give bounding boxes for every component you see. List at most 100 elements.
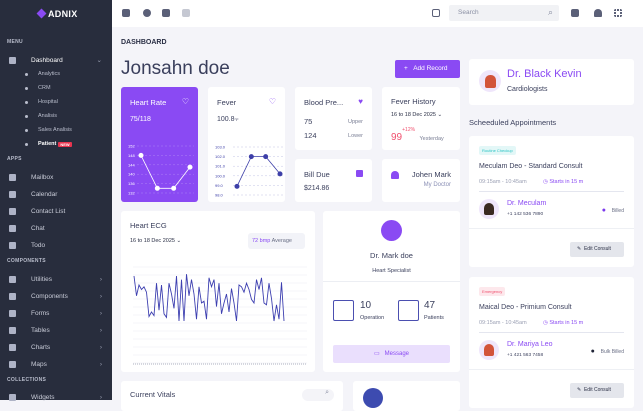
sidebar-item-tables[interactable]: Tables ›	[9, 324, 102, 336]
patients-label: Patients	[424, 315, 444, 321]
doctor-name[interactable]: Dr. Mariya Leo	[507, 341, 553, 348]
profile-card	[353, 381, 460, 411]
edit-consult-button[interactable]: ✎ Edit Consult	[570, 383, 624, 398]
sidebar-item-mail[interactable]: Mailbox	[9, 171, 102, 183]
menu-toggle-icon[interactable]	[122, 9, 130, 17]
divider	[469, 228, 634, 229]
fever-chart: 103.0 102.0 101.0 100.0 99.0 98.0	[215, 145, 284, 198]
page-title: Jonsahn doe	[121, 58, 230, 79]
sidebar-subitem[interactable]: Sales Analisis	[25, 127, 72, 133]
add-record-button[interactable]: + Add Record	[395, 60, 460, 78]
appointment-card: Routine Checkup Meculam Deo - Standard C…	[469, 136, 634, 267]
upper-label: Upper	[348, 119, 363, 125]
chevron-right-icon: ›	[99, 343, 102, 351]
search-icon[interactable]: ⌕	[302, 389, 334, 401]
doctor-name: Dr. Mark doe	[370, 251, 413, 260]
sidebar-item-forms[interactable]: Forms ›	[9, 307, 102, 319]
dashboard-icon	[9, 56, 16, 64]
data-point	[277, 171, 283, 177]
section-menu: MENU	[7, 39, 23, 45]
my-doctor-card: Johen Mark My Doctor	[382, 159, 460, 202]
breadcrumb: DASHBOARD	[121, 39, 167, 46]
sidebar-item-components[interactable]: Components ›	[9, 290, 102, 302]
y-tick-label: 99.0	[215, 183, 224, 188]
topbar: Search ⌕	[112, 0, 643, 27]
appointment-title: Meculam Deo - Standard Consult	[479, 163, 583, 170]
clipboard-icon[interactable]	[182, 9, 190, 17]
heart-icon[interactable]: ♡	[181, 97, 189, 106]
doctor-role: Cardiologists	[507, 86, 548, 93]
sidebar-item-todo[interactable]: Todo	[9, 239, 102, 251]
sidebar-subitem[interactable]: CRM	[25, 85, 51, 91]
fever-history-card: Fever History 16 to 18 Dec 2025 ⌄ 99+12%…	[382, 87, 460, 150]
date-dropdown[interactable]: 16 to 18 Dec 2025 ⌄	[391, 112, 443, 118]
message-button[interactable]: ▭ Message	[333, 345, 450, 363]
widgets-icon	[9, 393, 16, 401]
chat-icon[interactable]	[143, 9, 151, 17]
card-title: Blood Pre...	[304, 98, 344, 107]
flag-icon[interactable]	[162, 9, 170, 17]
data-point	[187, 164, 193, 170]
chevron-down-icon: ⌄	[96, 57, 102, 64]
fever-value: 100.8	[217, 116, 235, 123]
y-tick-label: 136	[128, 181, 135, 186]
fever-history-value: 99	[391, 132, 403, 143]
series-line	[140, 155, 191, 189]
sidebar-item-dashboard[interactable]: Dashboard ⌄	[9, 54, 102, 66]
section-components: COMPONENTS	[7, 258, 46, 264]
upper-value: 75	[304, 117, 313, 126]
logo-icon	[36, 8, 47, 19]
y-tick-label: 98.0	[215, 193, 224, 198]
sidebar-item-widgets[interactable]: Widgets ›	[9, 391, 102, 403]
sidebar-item-calendar[interactable]: Calendar	[9, 188, 102, 200]
billing-status: Billed	[611, 208, 624, 214]
search-icon[interactable]: ⌕	[547, 7, 553, 17]
bullet-icon	[25, 86, 28, 90]
sidebar-item-contact[interactable]: Contact List	[9, 205, 102, 217]
logo[interactable]: ADNIX	[36, 8, 78, 19]
y-tick-label: 152	[128, 144, 135, 149]
heart-rate-card: Heart Rate ♡ 75/118 152 148 144 140 136 132	[121, 87, 198, 202]
card-title: Bill Due	[304, 170, 330, 179]
date-dropdown[interactable]: 16 to 18 Dec 2025 ⌄	[130, 238, 182, 244]
search-input[interactable]: Search ⌕	[449, 5, 559, 21]
fullscreen-icon[interactable]	[432, 9, 440, 17]
heart-icon[interactable]: ♡	[268, 97, 276, 106]
bullet-icon	[25, 114, 28, 118]
sidebar-item-maps[interactable]: Maps ›	[9, 358, 102, 370]
y-tick-label: 148	[128, 153, 135, 158]
sidebar-subitem[interactable]: Patient NEW	[25, 141, 72, 147]
edit-consult-button[interactable]: ✎ Edit Consult	[570, 242, 624, 257]
sidebar-subitem[interactable]: Analisis	[25, 113, 57, 119]
status-dot-icon: ●	[590, 348, 601, 355]
card-title: Heart Rate	[130, 98, 167, 107]
bell-icon[interactable]	[571, 9, 579, 17]
doctor-role: Heart Specialist	[372, 268, 411, 274]
sidebar-subitem[interactable]: Analytics	[25, 71, 60, 77]
sidebar-item-chat[interactable]: Chat	[9, 222, 102, 234]
data-point	[248, 154, 254, 160]
data-point	[138, 152, 144, 158]
charts-icon	[9, 343, 16, 351]
user-icon[interactable]	[594, 9, 602, 17]
card-title: Fever	[217, 98, 237, 107]
sidebar-subitem[interactable]: Hospital	[25, 99, 58, 105]
calendar-icon	[9, 190, 16, 198]
doctor-name[interactable]: Dr. Black Kevin	[507, 68, 582, 80]
heart-pulse-icon: ♥	[358, 97, 363, 106]
operations-label: Operation	[360, 315, 385, 321]
sidebar-item-utilities[interactable]: Utilities ›	[9, 273, 102, 285]
appointments-title: Scheeduled Appointments	[469, 118, 557, 127]
avg-label: Average	[271, 238, 292, 244]
bullet-icon	[25, 128, 28, 132]
apps-grid-icon[interactable]	[614, 9, 622, 17]
components-icon	[9, 292, 16, 300]
sidebar-item-charts[interactable]: Charts ›	[9, 341, 102, 353]
chat-icon	[9, 224, 16, 232]
divider	[479, 332, 624, 333]
dr-black-card: Dr. Black Kevin Cardiologists	[469, 59, 634, 105]
lower-label: Lower	[348, 133, 363, 139]
doctor-name[interactable]: Dr. Meculam	[507, 200, 547, 207]
y-tick-label: 103.0	[215, 145, 226, 150]
chevron-right-icon: ›	[99, 292, 102, 300]
